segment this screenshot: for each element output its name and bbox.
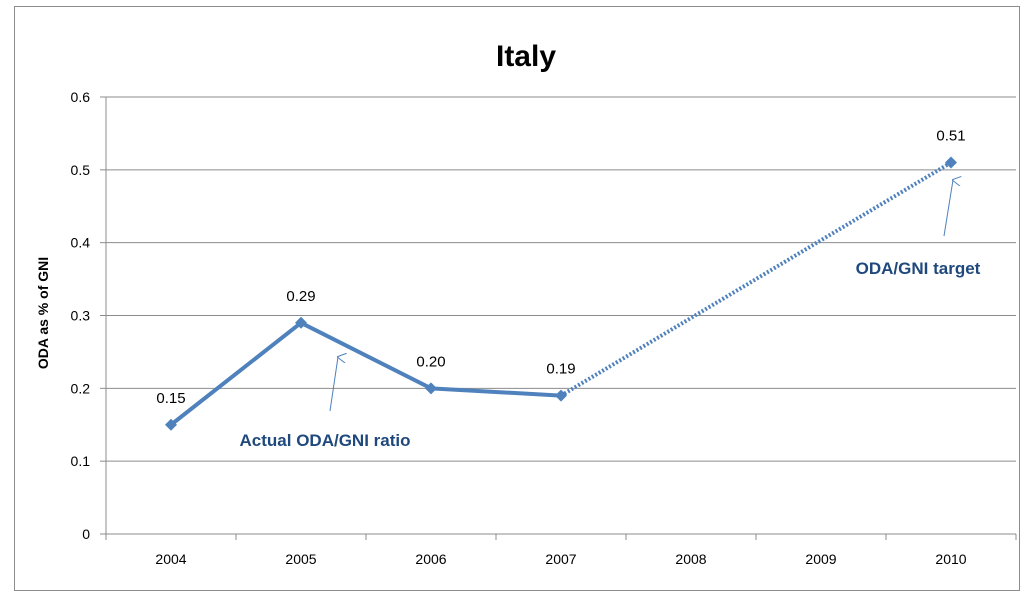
y-tick-label: 0.1	[71, 453, 91, 469]
y-tick-label: 0	[82, 526, 90, 542]
x-tick-label: 2004	[155, 551, 186, 567]
chart-title: Italy	[496, 40, 556, 73]
y-axis-label: ODA as % of GNI	[35, 257, 51, 369]
y-tick-label: 0.5	[71, 162, 91, 178]
x-tick-label: 2008	[675, 551, 706, 567]
x-tick-labels: 2004 2005 2006 2007 2008 2009 2010	[155, 551, 966, 567]
x-tick-label: 2009	[805, 551, 836, 567]
data-label-2010: 0.51	[936, 128, 965, 145]
annotation-arrow-0	[329, 357, 338, 412]
chart-frame	[14, 6, 1020, 591]
data-point-2010	[945, 156, 957, 169]
data-point-2005	[295, 316, 307, 329]
data-label-2007: 0.19	[546, 361, 575, 378]
axes	[100, 96, 1017, 540]
y-tick-label: 0.3	[71, 308, 91, 324]
data-label-2006: 0.20	[416, 353, 445, 370]
x-tick-label: 2006	[415, 551, 446, 567]
annotation-label-1: ODA/GNI target	[856, 259, 981, 278]
data-point-2007	[555, 389, 567, 402]
series-line-actual	[169, 320, 562, 427]
gridlines	[106, 96, 1016, 462]
data-label-2005: 0.29	[286, 288, 315, 305]
annotation-label-0: Actual ODA/GNI ratio	[240, 431, 411, 450]
annotations: Actual ODA/GNI ratio ODA/GNI target	[240, 180, 981, 450]
data-label-2004: 0.15	[156, 390, 185, 407]
x-tick-label: 2010	[935, 551, 966, 567]
series-line-target	[559, 160, 953, 398]
x-tick-label: 2005	[285, 551, 316, 567]
y-tick-labels: 0 0.1 0.2 0.3 0.4 0.5 0.6	[71, 89, 91, 542]
y-tick-label: 0.2	[71, 380, 91, 396]
y-tick-label: 0.6	[71, 89, 91, 105]
y-tick-label: 0.4	[71, 235, 91, 251]
x-tick-label: 2007	[545, 551, 576, 567]
data-point-2004	[165, 418, 177, 431]
series: 0.15 0.29 0.20 0.19 0.51	[156, 128, 966, 431]
data-point-2006	[425, 382, 437, 395]
annotation-arrow-1	[943, 180, 953, 237]
